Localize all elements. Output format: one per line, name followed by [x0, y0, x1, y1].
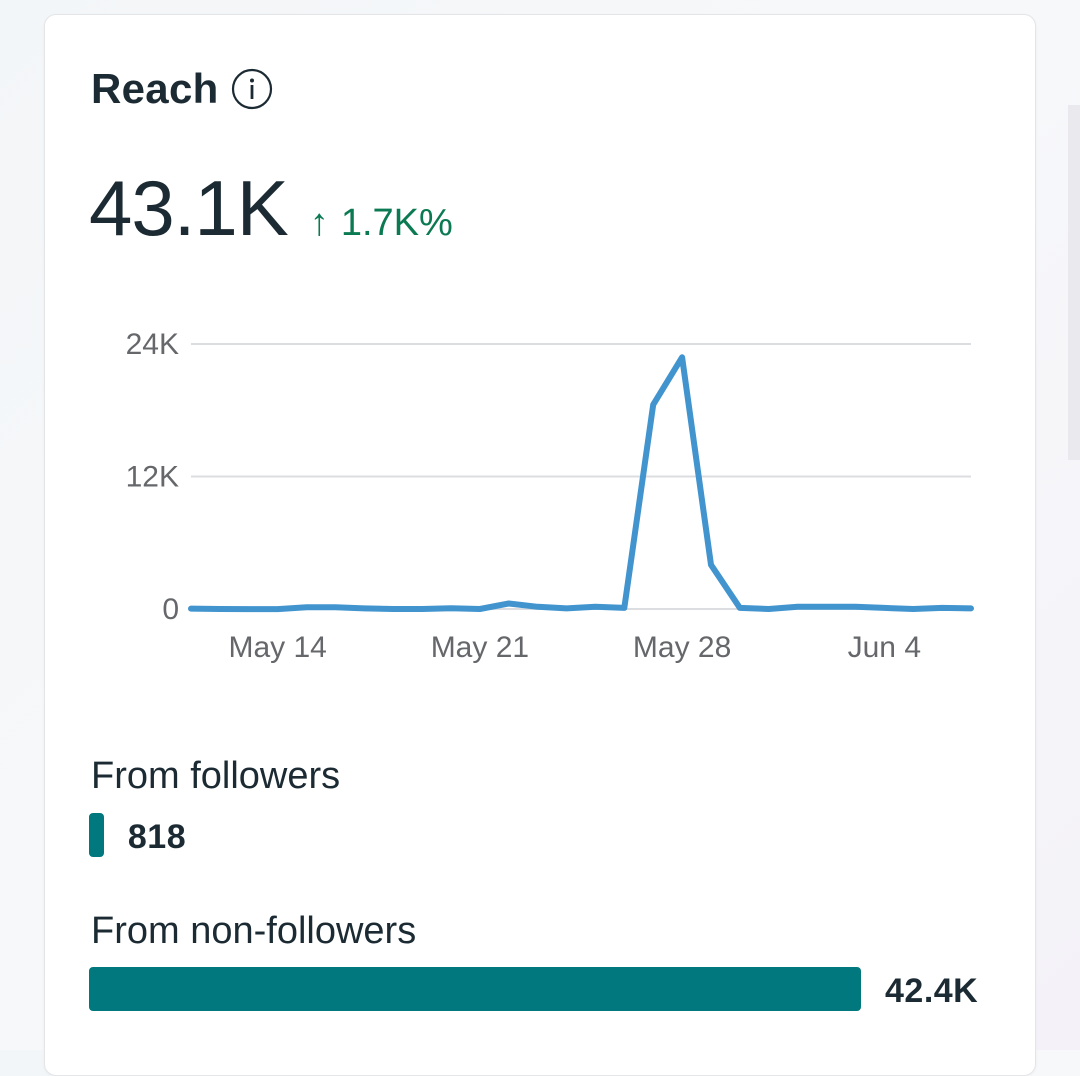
change-indicator: ↑ 1.7K%: [310, 202, 453, 245]
from-followers-label: From followers: [91, 755, 341, 797]
card-title: Reach: [91, 65, 219, 112]
y-tick-label: 0: [162, 593, 179, 626]
from-non-followers-label: From non-followers: [91, 910, 417, 952]
series-line-reach: [188, 354, 974, 613]
x-tick-label: May 28: [633, 631, 731, 664]
title-row: Reach: [91, 65, 273, 113]
scrollbar[interactable]: [1068, 105, 1080, 460]
reach-line-chart: 0 12K 24K May 14 May 21 May 28 Jun 4: [126, 328, 974, 664]
reach-card: Reach 43.1K ↑ 1.7K% 0 12K 24K May 14 May 21…: [44, 14, 1036, 1076]
y-tick-label: 12K: [126, 461, 179, 494]
total-row: 43.1K ↑ 1.7K%: [89, 163, 453, 254]
x-tick-label: May 14: [228, 631, 326, 664]
x-tick-label: Jun 4: [848, 631, 921, 664]
arrow-up-icon: ↑: [309, 202, 329, 244]
total-value: 43.1K: [89, 164, 289, 252]
info-icon[interactable]: [231, 68, 273, 110]
y-tick-label: 24K: [126, 328, 179, 361]
followers-value: 818: [127, 818, 187, 856]
non-followers-bar: [89, 967, 861, 1011]
change-percent: 1.7K%: [340, 202, 453, 244]
followers-bar: [89, 813, 104, 857]
x-tick-label: May 21: [431, 631, 529, 664]
non-followers-value: 42.4K: [885, 972, 979, 1010]
